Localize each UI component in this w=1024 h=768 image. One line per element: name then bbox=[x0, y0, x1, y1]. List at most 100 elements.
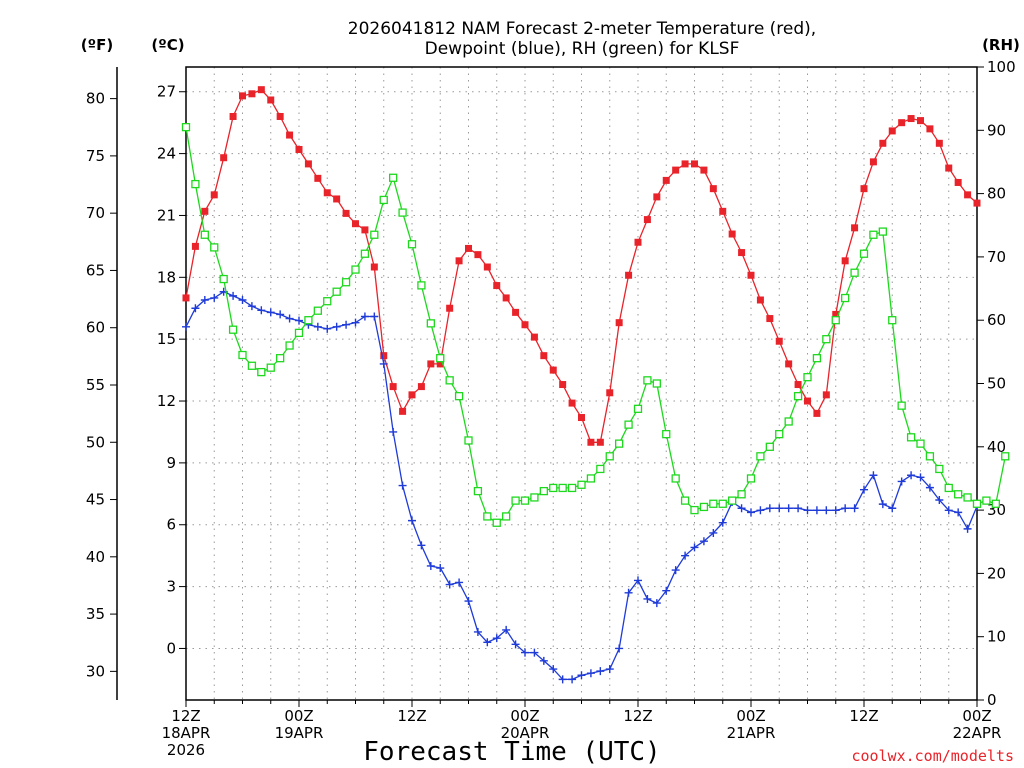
dewpoint-point bbox=[860, 485, 868, 494]
dewpoint-point bbox=[530, 648, 539, 657]
temperature-point bbox=[267, 96, 275, 104]
dewpoint-point bbox=[332, 322, 341, 331]
dewpoint-point bbox=[671, 566, 680, 575]
dewpoint-point bbox=[238, 295, 247, 304]
rh-point bbox=[294, 328, 304, 338]
temperature-point bbox=[813, 409, 821, 417]
rh-point bbox=[699, 502, 709, 512]
rh-point bbox=[181, 122, 191, 132]
temperature-point bbox=[625, 271, 633, 279]
temperature-point bbox=[672, 166, 680, 174]
dewpoint-point bbox=[775, 504, 784, 513]
x-axis-label: Forecast Time (UTC) bbox=[363, 737, 660, 767]
dewpoint-point bbox=[624, 588, 633, 597]
rh-point bbox=[558, 483, 567, 493]
temperature-point bbox=[502, 294, 510, 302]
rh-point bbox=[624, 420, 633, 429]
dewpoint-point bbox=[897, 477, 906, 486]
temperature-point bbox=[201, 207, 209, 215]
rh-point bbox=[765, 442, 774, 451]
series-temperature bbox=[182, 86, 981, 446]
dewpoint-point bbox=[963, 524, 972, 533]
rh-tick-label: 0 bbox=[987, 691, 997, 709]
dewpoint-point bbox=[360, 312, 369, 321]
rh-point bbox=[577, 480, 586, 489]
temperature-point bbox=[681, 160, 689, 168]
temperature-point bbox=[973, 199, 981, 207]
rh-point bbox=[690, 505, 699, 515]
rh-point bbox=[247, 361, 257, 370]
dewpoint-point bbox=[699, 537, 708, 546]
fahrenheit-tick-label: 65 bbox=[86, 261, 105, 279]
dewpoint-point bbox=[747, 508, 755, 517]
fahrenheit-tick-label: 35 bbox=[86, 605, 105, 623]
fahrenheit-tick-label: 50 bbox=[86, 433, 105, 451]
dewpoint-point bbox=[954, 508, 963, 517]
temperature-point bbox=[446, 304, 454, 312]
dewpoint-point bbox=[200, 295, 209, 304]
temperature-point bbox=[182, 294, 190, 302]
fahrenheit-tick-label: 45 bbox=[86, 491, 105, 509]
temperature-point bbox=[342, 209, 350, 217]
chart-title-line1: 2026041812 NAM Forecast 2-meter Temperat… bbox=[348, 19, 816, 39]
temperature-point bbox=[747, 271, 755, 279]
rh-unit-label: (RH) bbox=[982, 36, 1020, 54]
dewpoint-point bbox=[558, 675, 567, 684]
fahrenheit-tick-label: 55 bbox=[86, 376, 105, 394]
rh-point bbox=[341, 278, 351, 287]
rh-point bbox=[972, 499, 982, 508]
temperature-point bbox=[964, 191, 972, 199]
rh-point bbox=[502, 512, 511, 521]
x-tick-label: 2026 bbox=[167, 741, 205, 759]
dewpoint-point bbox=[803, 506, 812, 515]
x-tick-label: 20APR bbox=[501, 724, 550, 742]
dewpoint-point bbox=[737, 504, 746, 513]
dewpoint-point bbox=[313, 322, 322, 331]
temperature-point bbox=[926, 125, 934, 133]
temperature-point bbox=[596, 438, 604, 446]
temperature-point bbox=[907, 115, 915, 123]
dewpoint-point bbox=[812, 506, 821, 515]
rh-tick-label: 80 bbox=[987, 185, 1006, 203]
dewpoint-point bbox=[408, 516, 416, 525]
dewpoint-point bbox=[878, 500, 887, 509]
dewpoint-point bbox=[285, 314, 294, 323]
rh-point bbox=[426, 319, 435, 328]
temperature-point bbox=[323, 189, 331, 197]
rh-point bbox=[407, 240, 417, 249]
rh-point bbox=[991, 499, 1000, 508]
rh-point bbox=[530, 493, 539, 502]
temperature-point bbox=[653, 193, 661, 201]
rh-tick-label: 10 bbox=[987, 628, 1006, 646]
rh-point bbox=[549, 483, 558, 493]
rh-point bbox=[906, 433, 916, 442]
temperature-point bbox=[248, 90, 256, 98]
temperature-point bbox=[945, 164, 953, 172]
rh-point bbox=[276, 354, 285, 363]
temperature-point bbox=[917, 117, 924, 125]
temperature-point bbox=[239, 92, 246, 100]
temperature-point bbox=[540, 352, 548, 360]
plot-frame bbox=[185, 66, 978, 701]
rh-point bbox=[718, 499, 727, 508]
dewpoint-point bbox=[615, 644, 624, 653]
temperature-point bbox=[286, 131, 294, 139]
rh-point bbox=[793, 392, 803, 401]
celsius-tick-label: 3 bbox=[166, 578, 176, 596]
temperature-point bbox=[700, 166, 708, 174]
temperature-point bbox=[530, 333, 538, 341]
rh-tick-label: 90 bbox=[987, 121, 1006, 139]
dewpoint-point bbox=[709, 528, 718, 537]
rh-point bbox=[228, 325, 238, 334]
dewpoint-point bbox=[634, 576, 642, 585]
rh-point bbox=[360, 249, 370, 258]
x-tick-label: 12Z bbox=[171, 707, 200, 725]
dewpoint-point bbox=[765, 504, 774, 513]
credit-text: coolwx.com/modelts bbox=[851, 747, 1014, 765]
rh-point bbox=[850, 268, 859, 277]
x-tick-label: 00Z bbox=[284, 707, 313, 725]
rh-point bbox=[492, 518, 501, 527]
rh-point bbox=[878, 227, 887, 236]
x-tick-label: 00Z bbox=[962, 707, 991, 725]
temperature-point bbox=[954, 178, 962, 186]
